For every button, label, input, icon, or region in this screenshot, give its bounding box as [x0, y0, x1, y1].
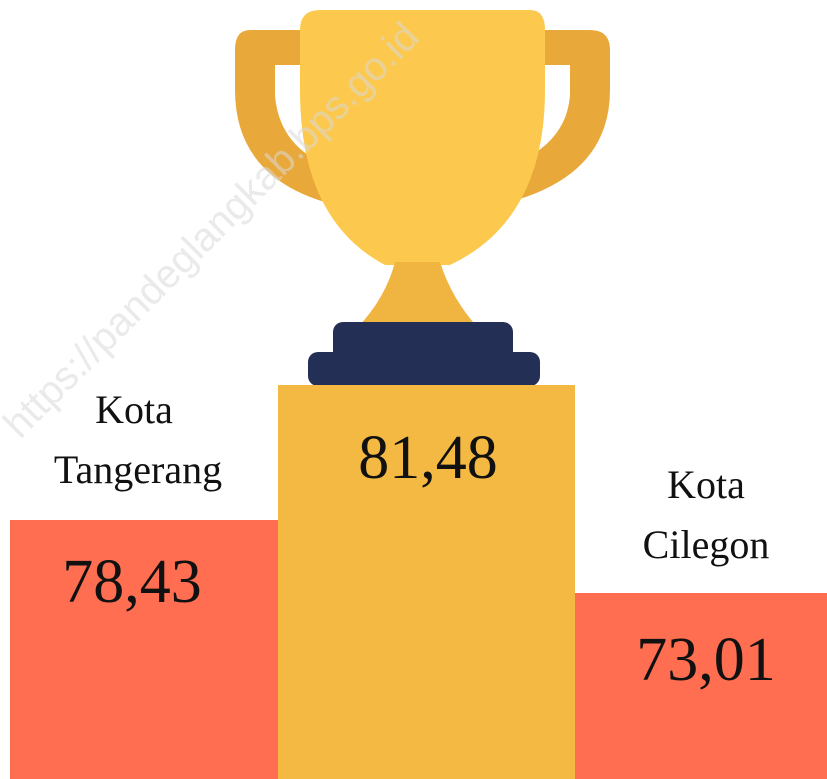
region-label: Kota — [667, 462, 745, 507]
podium-block — [10, 520, 278, 779]
trophy-base — [308, 352, 540, 386]
region-label: Cilegon — [643, 522, 770, 567]
trophy-handle-right — [470, 30, 610, 210]
trophy-cup — [300, 10, 545, 265]
value-label: 78,43 — [62, 548, 202, 616]
region-label: Kota — [95, 387, 173, 432]
value-label: 81,48 — [358, 424, 498, 492]
podium-block — [575, 593, 827, 779]
value-label: 73,01 — [636, 626, 776, 694]
podium-block — [278, 385, 575, 779]
trophy-handle-left — [235, 30, 360, 210]
trophy-stem — [355, 262, 480, 330]
region-label: Tangerang — [54, 447, 222, 492]
